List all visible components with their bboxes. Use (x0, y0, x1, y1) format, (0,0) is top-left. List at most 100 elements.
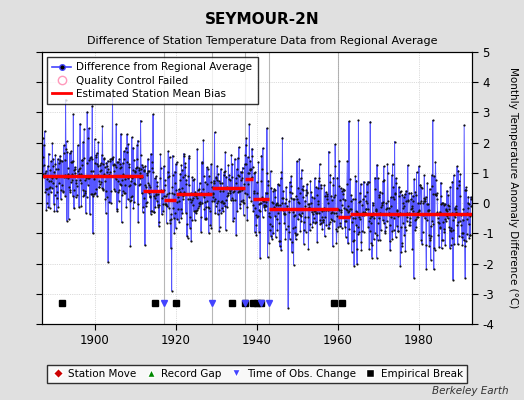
Point (287, 190, 296, 196)
Point (237, 177, 245, 183)
Point (47, 178, 56, 184)
Point (336, 197, 344, 203)
Point (265, 227, 274, 234)
Point (173, 191, 182, 197)
Point (352, 177, 361, 184)
Point (339, 196, 347, 202)
Point (268, 223, 277, 229)
Point (420, 195, 428, 201)
Point (139, 164, 147, 170)
Point (185, 214, 194, 220)
Point (91, 152, 100, 159)
Point (403, 214, 411, 220)
Point (73, 172, 82, 179)
Point (406, 215, 414, 221)
Point (458, 230, 466, 236)
Point (179, 196, 187, 202)
Point (357, 181, 365, 187)
Point (151, 204, 160, 210)
Point (392, 223, 401, 229)
Point (69, 111, 78, 118)
Point (48, 175, 56, 181)
Point (354, 117, 363, 124)
Point (192, 195, 201, 202)
Point (378, 200, 386, 206)
Point (350, 262, 358, 269)
Point (265, 210, 274, 216)
Point (124, 141, 133, 148)
Point (196, 190, 205, 196)
Point (120, 190, 128, 196)
Point (391, 191, 399, 198)
Point (398, 242, 406, 249)
Point (88, 191, 96, 198)
Point (355, 214, 363, 220)
Point (163, 191, 171, 197)
Point (271, 213, 279, 220)
Point (326, 172, 335, 178)
Point (89, 193, 97, 199)
Point (285, 198, 293, 204)
Point (275, 220, 283, 226)
Point (384, 198, 392, 204)
Point (156, 188, 164, 195)
Point (359, 228, 368, 235)
Point (123, 149, 132, 155)
Point (332, 226, 340, 232)
Point (361, 209, 369, 216)
Point (419, 200, 428, 207)
Point (307, 205, 315, 212)
Point (98, 184, 106, 191)
Point (452, 203, 460, 210)
Point (197, 228, 205, 235)
Point (211, 203, 220, 209)
Point (134, 137, 142, 144)
Point (188, 174, 196, 180)
Point (180, 189, 189, 196)
Point (395, 184, 403, 190)
Point (411, 227, 419, 234)
Point (83, 135, 92, 141)
Point (348, 196, 357, 202)
Point (420, 172, 429, 179)
Point (270, 206, 278, 212)
Point (231, 185, 239, 191)
Point (318, 226, 326, 232)
Point (455, 178, 464, 184)
Point (467, 202, 475, 209)
Point (402, 198, 411, 204)
Point (356, 190, 364, 196)
Point (100, 156, 108, 162)
Point (462, 238, 470, 244)
Point (60, 142, 68, 149)
Point (398, 220, 407, 226)
Point (376, 237, 384, 243)
Point (138, 209, 147, 215)
Point (439, 236, 447, 243)
Point (189, 194, 198, 201)
Point (340, 204, 348, 211)
Point (193, 146, 202, 152)
Point (463, 231, 471, 237)
Point (293, 158, 301, 164)
Point (40, 142, 48, 148)
Point (227, 152, 236, 158)
Point (387, 172, 396, 178)
Point (203, 164, 211, 171)
Point (455, 233, 463, 239)
Point (238, 169, 246, 175)
Point (67, 179, 75, 185)
Point (285, 229, 293, 235)
Point (189, 202, 197, 208)
Point (351, 215, 359, 221)
Point (343, 209, 352, 215)
Point (230, 215, 238, 222)
Point (394, 228, 402, 234)
Point (182, 176, 191, 183)
Point (153, 183, 161, 190)
Point (204, 166, 212, 172)
Point (70, 187, 78, 193)
Point (136, 175, 145, 181)
Point (226, 197, 235, 203)
Point (89, 230, 97, 236)
